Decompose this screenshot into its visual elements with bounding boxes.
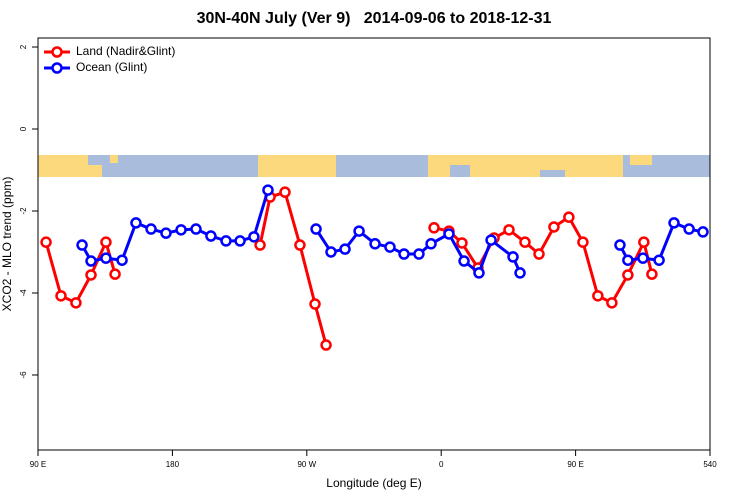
series-point xyxy=(353,225,365,237)
map-strip xyxy=(38,155,710,177)
series-point xyxy=(294,239,306,251)
series-point xyxy=(563,211,575,223)
x-tick-label: 0 xyxy=(439,460,444,469)
series-point xyxy=(398,248,410,260)
series-point xyxy=(413,248,425,260)
series-point xyxy=(456,237,468,249)
series-point xyxy=(485,234,497,246)
x-tick-label: 540 xyxy=(703,460,717,469)
series-point xyxy=(646,268,658,280)
series-point xyxy=(697,226,709,238)
series-line xyxy=(258,190,328,346)
series-point xyxy=(320,339,332,351)
series-line xyxy=(433,215,654,305)
series-point xyxy=(130,217,142,229)
series-point xyxy=(85,255,97,267)
series-point xyxy=(614,239,626,251)
series-point xyxy=(116,254,128,266)
series-point xyxy=(622,254,634,266)
series-point xyxy=(190,223,202,235)
series-point xyxy=(622,269,634,281)
series-point xyxy=(309,298,321,310)
series-point xyxy=(637,252,649,264)
series-point xyxy=(443,228,455,240)
series-point xyxy=(85,269,97,281)
series-point xyxy=(548,221,560,233)
series-point xyxy=(339,243,351,255)
series-point xyxy=(310,223,322,235)
x-tick-label: 90 E xyxy=(30,460,46,469)
y-tick-label: -6 xyxy=(19,371,28,379)
series-point xyxy=(533,248,545,260)
series-point xyxy=(279,186,291,198)
y-tick-label: -4 xyxy=(19,289,28,297)
series-point xyxy=(234,235,246,247)
legend-label: Land (Nadir&Glint) xyxy=(76,44,175,58)
series-point xyxy=(145,223,157,235)
series-point xyxy=(683,223,695,235)
series-point xyxy=(76,239,88,251)
series-point xyxy=(668,217,680,229)
x-tick-label: 90 W xyxy=(297,460,316,469)
series-point xyxy=(638,236,650,248)
series-point xyxy=(519,236,531,248)
series-point xyxy=(503,224,515,236)
y-tick-label: -2 xyxy=(19,207,28,215)
x-tick-label: 180 xyxy=(166,460,180,469)
y-tick-label: 0 xyxy=(19,126,28,131)
series-point xyxy=(592,290,604,302)
series-point xyxy=(458,255,470,267)
legend-marker xyxy=(51,46,63,58)
series-point xyxy=(205,230,217,242)
x-tick-label: 90 E xyxy=(567,460,583,469)
series-point xyxy=(425,238,437,250)
x-axis-label: Longitude (deg E) xyxy=(326,476,421,490)
series-point xyxy=(606,297,618,309)
series-point xyxy=(254,239,266,251)
series-point xyxy=(100,236,112,248)
series-point xyxy=(653,254,665,266)
series-point xyxy=(473,267,485,279)
series-point xyxy=(248,231,260,243)
y-tick-label: 2 xyxy=(19,44,28,49)
series-point xyxy=(70,297,82,309)
series-point xyxy=(262,184,274,196)
series-point xyxy=(428,222,440,234)
y-axis-label: XCO2 - MLO trend (ppm) xyxy=(0,177,14,312)
series-point xyxy=(325,246,337,258)
series-point xyxy=(109,268,121,280)
series-point xyxy=(160,227,172,239)
series-line xyxy=(80,189,270,263)
series-point xyxy=(507,251,519,263)
series-point xyxy=(40,236,52,248)
series-point xyxy=(577,236,589,248)
legend-label: Ocean (Glint) xyxy=(76,60,147,74)
series-point xyxy=(55,290,67,302)
series-point xyxy=(384,241,396,253)
series-point xyxy=(220,235,232,247)
series-point xyxy=(100,252,112,264)
series-point xyxy=(175,224,187,236)
plot-frame xyxy=(37,37,711,451)
legend-marker xyxy=(51,62,63,74)
chart-title: 30N-40N July (Ver 9) 2014-09-06 to 2018-… xyxy=(197,10,552,27)
series-point xyxy=(369,238,381,250)
series-point xyxy=(514,267,526,279)
